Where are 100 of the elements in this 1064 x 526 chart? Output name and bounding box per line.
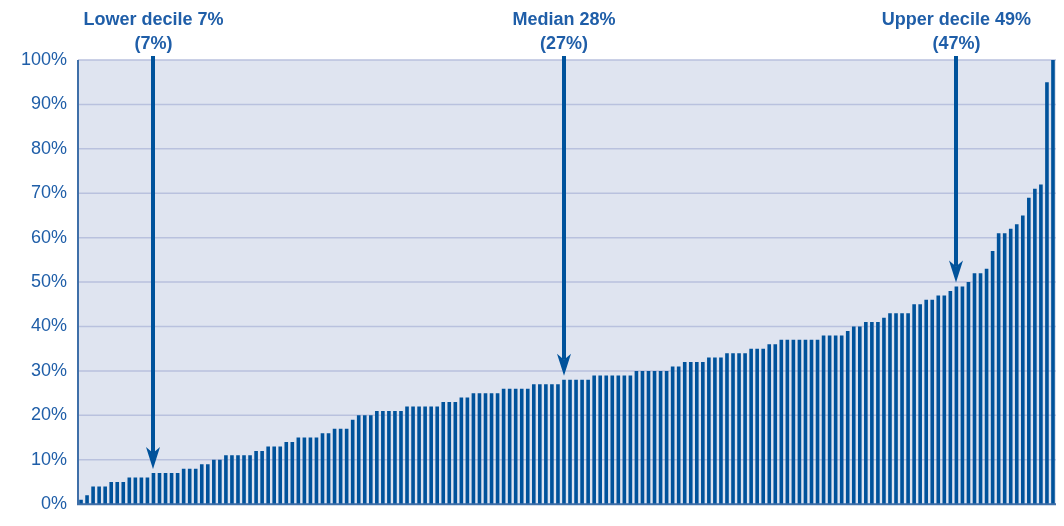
bar [845,330,850,505]
bar [399,410,403,505]
bar [1045,82,1049,505]
bar [525,388,530,505]
bar [218,459,222,505]
bar [91,486,95,505]
bar [598,375,603,505]
bar [682,362,687,505]
bar [423,406,427,505]
bar [894,313,898,505]
bar [713,357,717,505]
bar [278,446,283,505]
y-tick-label: 50% [30,271,67,292]
bar [610,375,615,505]
bar [857,326,862,505]
y-tick-label: 60% [30,226,67,247]
text: Upper decile 49% (47%) [881,8,1031,53]
bar [362,415,367,505]
bar [586,379,590,505]
bar [230,455,234,505]
bar [85,495,89,505]
bar [411,406,415,505]
bar [1008,228,1013,505]
bar [592,375,596,505]
bar [519,388,524,505]
bar [121,481,126,505]
bar [212,459,216,505]
bar [531,384,536,505]
bar [550,384,554,505]
bar [97,486,101,505]
bar [930,299,935,505]
bar [272,446,277,505]
y-tick-label: 90% [30,93,67,114]
bar [688,362,693,505]
bar [109,481,114,505]
bar [205,464,210,505]
bar [562,379,566,505]
bar [725,353,729,505]
bar [882,317,886,505]
bar [284,442,289,505]
bar [441,402,446,505]
bar [224,455,228,505]
bar [767,344,772,505]
y-tick-label: 40% [30,315,67,336]
bar [918,304,922,505]
bar [761,348,766,505]
y-tick-label: 30% [30,359,67,380]
bar [773,344,778,505]
bar [254,450,258,505]
bar [538,384,542,505]
bar [368,415,373,505]
bar [193,468,198,505]
bar [447,402,452,505]
y-tick-label: 70% [30,182,67,203]
bar [580,379,584,505]
bar [356,415,361,505]
bar [236,455,240,505]
bar [876,322,880,505]
bar [1051,60,1055,505]
bar [851,326,856,505]
bar [1033,188,1037,505]
bar [405,406,409,505]
bar [1014,224,1019,505]
bar [694,362,699,505]
bar [556,384,560,505]
bar [103,486,107,505]
bar [1020,215,1025,505]
bar [417,406,421,505]
bar [888,313,892,505]
bar [435,406,440,505]
bar [924,299,929,505]
bar [604,375,609,505]
text: Median 28% (27%) [512,8,616,53]
bar [429,406,433,505]
bar [544,384,548,505]
bar [900,313,904,505]
bar [381,410,385,505]
bar [936,295,941,505]
bar [743,353,747,505]
bar [731,353,735,505]
bar [1027,197,1031,505]
bar [707,357,711,505]
bar [248,455,252,505]
y-tick-label: 20% [30,404,67,425]
bar [906,313,910,505]
bar [749,348,753,505]
bar [393,410,397,505]
bar [115,481,120,505]
bar [719,357,723,505]
bar [242,455,246,505]
bar [701,362,705,505]
bar [375,410,379,505]
bar [574,379,578,505]
bar [870,322,874,505]
bar [912,304,916,505]
y-tick-label: 0% [40,493,67,514]
bar [755,348,759,505]
bar [737,353,741,505]
bar [1039,184,1043,505]
bar [266,446,270,505]
